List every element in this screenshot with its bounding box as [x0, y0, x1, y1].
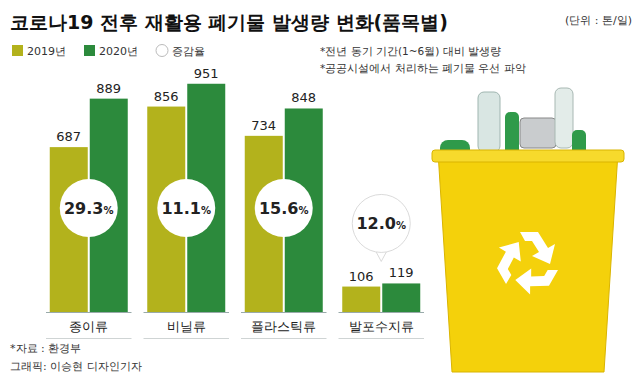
bubble-join	[374, 246, 388, 250]
bottle	[555, 88, 573, 148]
change-unit: %	[201, 205, 211, 216]
change-bubble: 15.6%	[255, 179, 313, 237]
legend-swatch	[156, 45, 168, 57]
category-label: 플라스틱류	[251, 319, 316, 334]
category-label: 종이류	[69, 319, 108, 334]
baseline	[339, 312, 425, 313]
note: *공공시설에서 처리하는 폐기물 우선 파악	[320, 62, 526, 74]
category-rule	[339, 338, 425, 339]
change-number: 15.6	[259, 199, 298, 218]
category-rule	[46, 338, 132, 339]
unit-note: (단위 : 톤/일)	[565, 14, 632, 27]
data-label: 951	[194, 66, 219, 81]
note: *전년 동기 기간(1~6월) 대비 발생량	[320, 45, 501, 57]
data-label: 106	[349, 269, 374, 284]
change-label: 29.3%	[64, 199, 114, 218]
recycle-arrow	[513, 254, 558, 300]
data-label: 734	[251, 118, 276, 133]
change-unit: %	[298, 205, 308, 216]
category-label: 발포수지류	[349, 319, 414, 334]
change-bubble: 12.0%	[352, 194, 410, 261]
bars	[50, 84, 421, 312]
bin-rim	[432, 150, 624, 162]
change-bubble: 11.1%	[157, 179, 215, 237]
bar	[382, 283, 420, 312]
bubble	[60, 179, 118, 237]
data-label: 848	[291, 90, 316, 105]
recycle-symbol	[489, 232, 558, 300]
bar	[342, 287, 380, 312]
category-rule	[144, 338, 230, 339]
bubble	[255, 179, 313, 237]
category-rule	[241, 338, 327, 339]
recycle-arrow	[520, 232, 555, 264]
bubble	[352, 194, 410, 252]
change-label: 11.1%	[161, 199, 211, 218]
change-label: 15.6%	[259, 199, 309, 218]
change-number: 12.0	[356, 214, 395, 233]
data-label: 856	[154, 89, 179, 104]
source: *자료 : 환경부	[10, 342, 81, 355]
change-label: 12.0%	[356, 214, 406, 233]
bubble	[157, 179, 215, 237]
title: 코로나19 전후 재활용 폐기물 발생량 변화(품목별)	[10, 11, 448, 33]
chart-svg: 코로나19 전후 재활용 폐기물 발생량 변화(품목별) (단위 : 톤/일) *전…	[0, 0, 640, 381]
chart-root: 코로나19 전후 재활용 폐기물 발생량 변화(품목별) (단위 : 톤/일) *전…	[0, 0, 640, 381]
illustration	[432, 88, 624, 372]
credit: 그래픽: 이승현 디자인기자	[10, 360, 142, 373]
legend-swatch	[84, 45, 95, 56]
legend-label: 증감율	[172, 45, 205, 58]
baseline	[144, 312, 230, 313]
bottle	[478, 92, 500, 152]
legend-label: 2019년	[27, 45, 66, 58]
labels: 종이류 비닐류 플라스틱류 발포수지류 687 889 29.3% 856 951 11.1% 73…	[56, 66, 413, 334]
baseline	[241, 312, 327, 313]
change-number: 29.3	[64, 199, 103, 218]
change-unit: %	[103, 205, 113, 216]
baseline	[46, 312, 132, 313]
category-label: 비닐류	[167, 319, 206, 334]
recycle-arrow	[489, 238, 534, 284]
data-label: 119	[389, 265, 414, 280]
change-number: 11.1	[161, 199, 200, 218]
change-unit: %	[396, 220, 406, 231]
legend-label: 2020년	[99, 45, 138, 58]
legend-swatch	[12, 45, 23, 56]
bin	[438, 152, 618, 372]
data-label: 889	[96, 81, 121, 96]
can	[520, 118, 556, 148]
change-bubble: 29.3%	[60, 179, 118, 237]
data-label: 687	[56, 129, 81, 144]
